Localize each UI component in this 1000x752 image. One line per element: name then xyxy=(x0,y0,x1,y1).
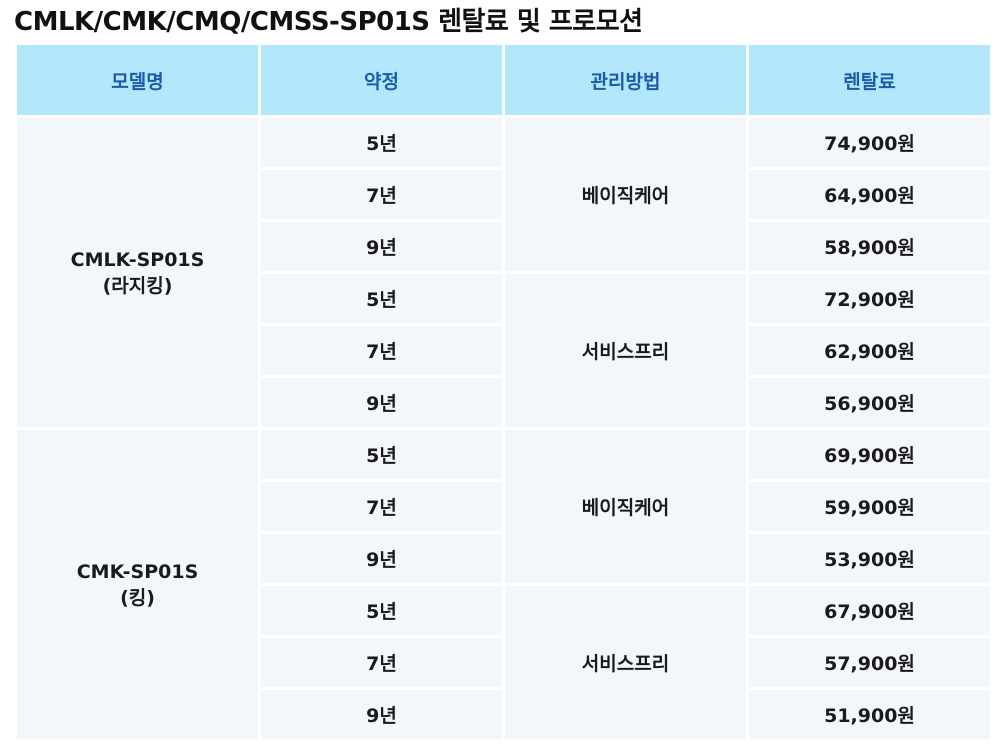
contract-term: 7년 xyxy=(261,170,502,219)
contract-term: 7년 xyxy=(261,482,502,531)
table-row: 9년 51,900원 xyxy=(17,690,990,739)
table-row: 9년 56,900원 xyxy=(17,378,990,427)
rental-price-table: 모델명 약정 관리방법 렌탈료 CMLK-SP01S (라지킹) 5년 베이직케… xyxy=(14,42,993,742)
table-row: 9년 58,900원 xyxy=(17,222,990,271)
model-code: CMK-SP01S xyxy=(76,560,199,583)
table-row: 7년 64,900원 xyxy=(17,170,990,219)
rental-price: 62,900원 xyxy=(749,326,990,375)
table-row: 7년 62,900원 xyxy=(17,326,990,375)
table-row: CMK-SP01S (킹) 5년 베이직케어 69,900원 xyxy=(17,430,990,739)
rental-price: 51,900원 xyxy=(749,690,990,739)
rental-price: 53,900원 xyxy=(749,534,990,583)
rental-price: 56,900원 xyxy=(749,378,990,427)
contract-term: 5년 xyxy=(261,274,502,323)
rental-price: 59,900원 xyxy=(749,482,990,531)
care-method: 베이직케어 xyxy=(505,430,746,583)
rental-price: 57,900원 xyxy=(749,638,990,687)
contract-term: 5년 xyxy=(261,586,502,635)
table-row: 5년 서비스프리 67,900원 xyxy=(17,586,990,739)
header-rental-fee: 렌탈료 xyxy=(749,45,990,115)
header-contract: 약정 xyxy=(261,45,502,115)
model-description: (킹) xyxy=(120,586,155,609)
contract-term: 5년 xyxy=(261,430,502,479)
table-row: 7년 57,900원 xyxy=(17,638,990,687)
rental-price: 64,900원 xyxy=(749,170,990,219)
table-row: 9년 53,900원 xyxy=(17,534,990,583)
contract-term: 9년 xyxy=(261,222,502,271)
contract-term: 7년 xyxy=(261,326,502,375)
contract-term: 9년 xyxy=(261,534,502,583)
rental-price: 72,900원 xyxy=(749,274,990,323)
rental-price: 74,900원 xyxy=(749,118,990,167)
rental-price: 58,900원 xyxy=(749,222,990,271)
rental-price: 69,900원 xyxy=(749,430,990,479)
care-method: 베이직케어 xyxy=(505,118,746,271)
contract-term: 9년 xyxy=(261,378,502,427)
contract-term: 7년 xyxy=(261,638,502,687)
contract-term: 9년 xyxy=(261,690,502,739)
model-name-cell: CMLK-SP01S (라지킹) xyxy=(17,118,258,427)
table-header-row: 모델명 약정 관리방법 렌탈료 xyxy=(17,45,990,115)
care-method: 서비스프리 xyxy=(505,274,746,427)
model-name-cell: CMK-SP01S (킹) xyxy=(17,430,258,739)
contract-term: 5년 xyxy=(261,118,502,167)
model-code: CMLK-SP01S xyxy=(70,248,205,271)
care-method: 서비스프리 xyxy=(505,586,746,739)
model-description: (라지킹) xyxy=(102,274,173,297)
header-care-method: 관리방법 xyxy=(505,45,746,115)
header-model: 모델명 xyxy=(17,45,258,115)
rental-price: 67,900원 xyxy=(749,586,990,635)
table-row: 5년 서비스프리 72,900원 xyxy=(17,274,990,427)
page-title: CMLK/CMK/CMQ/CMSS-SP01S 렌탈료 및 프로모션 xyxy=(14,7,643,37)
table-row: CMLK-SP01S (라지킹) 5년 베이직케어 74,900원 xyxy=(17,118,990,427)
table-row: 7년 59,900원 xyxy=(17,482,990,531)
